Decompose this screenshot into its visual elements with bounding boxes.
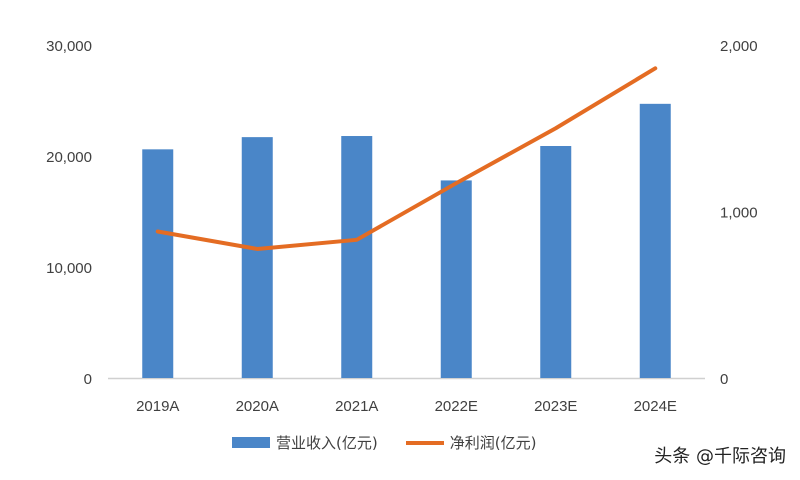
net-profit-line: [155, 66, 658, 251]
revenue-bar: [142, 149, 174, 378]
legend-label-profit: 净利润(亿元): [449, 434, 537, 452]
x-tick-label: 2022E: [435, 398, 478, 415]
y-right-tick-label: 1,000: [720, 205, 758, 222]
y-left-tick-label: 0: [84, 371, 92, 388]
revenue-bar: [440, 180, 472, 378]
x-tick-label: 2020A: [236, 398, 279, 415]
y-left-tick-label: 10,000: [46, 260, 92, 277]
y-right-tick-label: 0: [720, 371, 728, 388]
x-tick-label: 2023E: [534, 398, 577, 415]
y-left-tick-label: 20,000: [46, 149, 92, 166]
revenue-bar: [639, 103, 671, 378]
legend: 营业收入(亿元) 净利润(亿元): [232, 432, 536, 453]
x-tick-label: 2019A: [136, 398, 179, 415]
legend-swatch-revenue: [232, 437, 270, 448]
revenue-bar: [540, 146, 572, 378]
x-tick-label: 2021A: [335, 398, 378, 415]
x-tick-label: 2024E: [634, 398, 677, 415]
legend-label-revenue: 营业收入(亿元): [276, 434, 378, 452]
source-watermark: 头条 @千际咨询: [654, 446, 786, 467]
y-right-tick-label: 2,000: [720, 38, 758, 55]
revenue-bar: [341, 136, 373, 378]
revenue-bar: [241, 137, 273, 378]
legend-swatch-profit: [405, 440, 444, 445]
y-left-tick-label: 30,000: [46, 38, 92, 55]
